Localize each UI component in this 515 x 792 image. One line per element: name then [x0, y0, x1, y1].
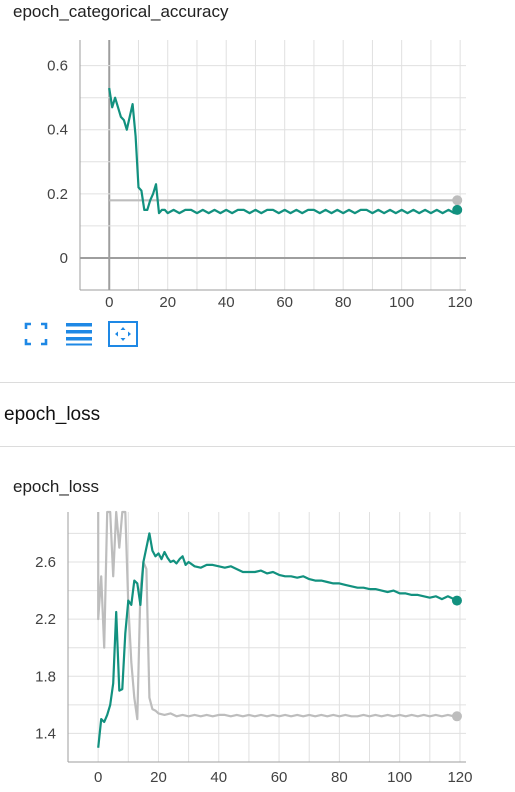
fullscreen-icon[interactable]: [22, 320, 50, 348]
x-tick-label: 20: [150, 769, 167, 786]
y-tick-label: 1.4: [35, 725, 56, 742]
y-tick-label: 0: [60, 250, 68, 267]
x-tick-label: 80: [335, 294, 352, 311]
series-endpoint-train[interactable]: [452, 204, 463, 215]
series-endpoint-train[interactable]: [451, 595, 462, 606]
accuracy-chart[interactable]: 0 20 40 60 80 100 120 0 0.2 0.4 0.6: [0, 24, 515, 324]
y-tick-label: 1.8: [35, 668, 56, 685]
series-endpoint-validation[interactable]: [452, 195, 463, 206]
x-tick-label: 0: [105, 294, 113, 311]
fit-domain-icon[interactable]: [107, 320, 138, 348]
series-line-train[interactable]: [97, 532, 458, 748]
x-tick-label: 20: [159, 294, 176, 311]
x-tick-label: 60: [276, 294, 293, 311]
section-divider-bottom: [0, 446, 515, 447]
loss-chart[interactable]: 0 20 40 60 80 100 120 1.4 1.8 2.2 2.6: [0, 500, 515, 792]
y-tick-label: 2.6: [35, 554, 56, 571]
y-tick-label: 0.2: [47, 186, 68, 203]
section-divider-top: [0, 382, 515, 383]
x-tick-label: 0: [94, 769, 102, 786]
section-title[interactable]: epoch_loss: [4, 404, 101, 425]
chart-title-loss: epoch_loss: [13, 477, 100, 496]
x-tick-label: 40: [210, 769, 227, 786]
series-line-train[interactable]: [108, 87, 459, 215]
x-tick-label: 120: [447, 769, 472, 786]
x-tick-label: 80: [331, 769, 348, 786]
chart-title-accuracy: epoch_categorical_accuracy: [13, 2, 229, 21]
series-line-validation[interactable]: [97, 510, 457, 721]
x-tick-label: 120: [448, 294, 473, 311]
x-tick-label: 100: [387, 769, 412, 786]
y-tick-label: 0.6: [47, 58, 68, 75]
x-tick-label: 60: [271, 769, 288, 786]
lines-icon[interactable]: [64, 320, 92, 348]
x-tick-label: 40: [218, 294, 235, 311]
x-tick-label: 100: [389, 294, 414, 311]
y-tick-label: 0.4: [47, 122, 68, 139]
y-tick-label: 2.2: [35, 611, 56, 628]
series-endpoint-validation[interactable]: [451, 711, 462, 722]
